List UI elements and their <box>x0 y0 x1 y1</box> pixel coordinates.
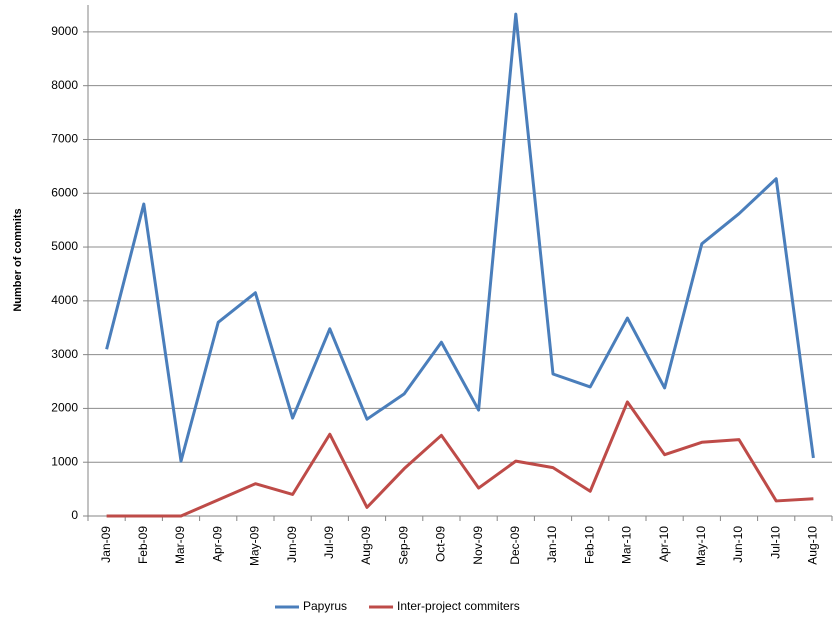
x-tick-label: Dec-09 <box>508 526 522 565</box>
y-tick-label: 4000 <box>51 293 78 307</box>
x-tick-label: Feb-10 <box>582 526 596 564</box>
x-tick-label: Nov-09 <box>471 526 485 565</box>
x-tick-label: Aug-10 <box>806 526 820 565</box>
x-tick-label: Mar-09 <box>173 526 187 564</box>
legend-label: Inter-project commiters <box>397 599 520 613</box>
y-tick-label: 8000 <box>51 78 78 92</box>
y-tick-label: 2000 <box>51 401 78 415</box>
x-tick-label: Jun-10 <box>731 526 745 563</box>
x-tick-label: Jan-09 <box>99 526 113 563</box>
series-line <box>106 400 814 518</box>
y-tick-label: 6000 <box>51 185 78 199</box>
x-tick-label: Apr-09 <box>210 526 224 562</box>
x-tick-label: Jul-10 <box>768 526 782 559</box>
y-tick-label: 1000 <box>51 454 78 468</box>
x-tick-label: May-09 <box>248 526 262 566</box>
series-line <box>105 12 815 463</box>
y-tick-label: 9000 <box>51 24 78 38</box>
x-tick-label: Aug-09 <box>359 526 373 565</box>
y-axis-label: Number of commits <box>12 208 24 311</box>
y-tick-label: 0 <box>71 508 78 522</box>
x-tick-label: Oct-09 <box>434 526 448 562</box>
x-tick-label: Feb-09 <box>136 526 150 564</box>
x-tick-label: Apr-10 <box>657 526 671 562</box>
x-tick-label: Sep-09 <box>396 526 410 565</box>
y-tick-label: 7000 <box>51 132 78 146</box>
x-tick-label: Jan-10 <box>545 526 559 563</box>
x-tick-label: Mar-10 <box>620 526 634 564</box>
x-tick-label: Jul-09 <box>322 526 336 559</box>
x-tick-label: May-10 <box>694 526 708 566</box>
x-tick-label: Jun-09 <box>285 526 299 563</box>
y-tick-label: 3000 <box>51 347 78 361</box>
legend-label: Papyrus <box>303 599 347 613</box>
y-tick-label: 5000 <box>51 239 78 253</box>
